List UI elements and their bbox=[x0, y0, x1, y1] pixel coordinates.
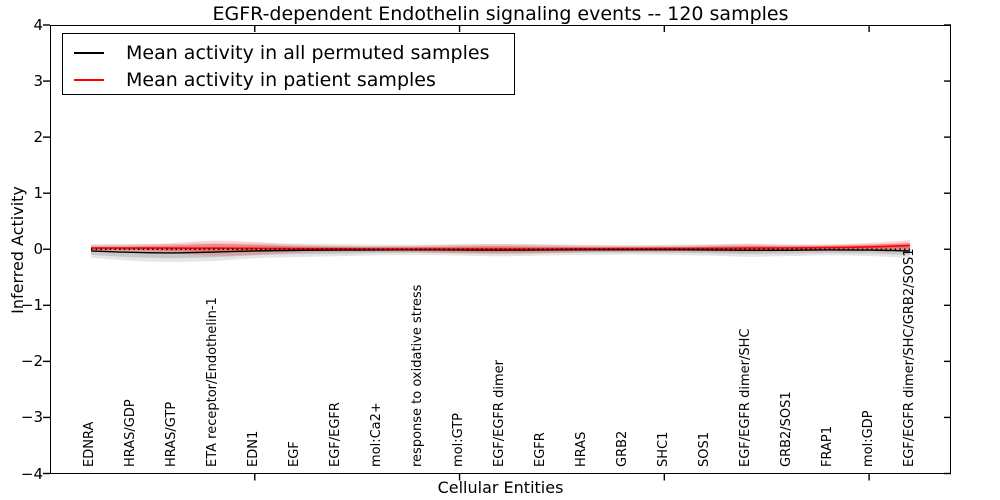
x-category-label: EDNRA bbox=[82, 421, 98, 467]
x-category-label: mol:GDP bbox=[860, 410, 876, 467]
y-tick-label: −2 bbox=[20, 352, 43, 371]
x-category-label: EGF/EGFR bbox=[328, 402, 344, 467]
x-category-label: FRAP1 bbox=[819, 426, 835, 467]
x-category-label: HRAS bbox=[573, 431, 589, 467]
chart-title: EGFR-dependent Endothelin signaling even… bbox=[212, 3, 789, 25]
y-tick-label: 2 bbox=[33, 128, 43, 147]
x-category-label: SOS1 bbox=[696, 431, 712, 467]
legend-label-patient: Mean activity in patient samples bbox=[126, 69, 436, 91]
x-category-label: EGFR bbox=[532, 432, 548, 467]
x-category-label: EGF bbox=[287, 441, 303, 467]
x-category-label: SHC1 bbox=[655, 431, 671, 467]
y-tick-label: −1 bbox=[20, 296, 43, 315]
x-category-label: GRB2 bbox=[614, 430, 630, 467]
legend-item-permuted: Mean activity in all permuted samples bbox=[63, 40, 514, 67]
permuted-line-swatch bbox=[74, 52, 104, 54]
x-category-label: EGF/EGFR dimer bbox=[492, 360, 507, 467]
x-category-label: EGF/EGFR dimer/SHC bbox=[737, 328, 753, 467]
legend: Mean activity in all permuted samples Me… bbox=[62, 33, 515, 95]
x-category-label: mol:Ca2+ bbox=[369, 402, 385, 467]
legend-item-patient: Mean activity in patient samples bbox=[63, 67, 514, 94]
x-category-label: EGF/EGFR dimer/SHC/GRB2/SOS1 bbox=[901, 248, 917, 468]
y-tick-label: −4 bbox=[20, 464, 43, 483]
y-tick-label: −3 bbox=[20, 408, 43, 427]
x-category-label: response to oxidative stress bbox=[410, 284, 426, 467]
patient-band-outer bbox=[91, 240, 910, 256]
x-category-label: HRAS/GTP bbox=[164, 401, 180, 467]
y-tick-label: 4 bbox=[33, 16, 43, 34]
x-category-label: ETA receptor/Endothelin-1 bbox=[205, 297, 221, 467]
x-category-label: mol:GTP bbox=[451, 413, 467, 467]
x-category-label: HRAS/GDP bbox=[123, 399, 139, 467]
x-category-label: GRB2/SOS1 bbox=[778, 391, 794, 467]
x-axis-label: Cellular Entities bbox=[437, 478, 564, 497]
patient-line-swatch bbox=[74, 79, 104, 81]
permuted-mean-line bbox=[90, 249, 911, 254]
y-tick-label: 1 bbox=[33, 184, 43, 203]
x-category-label: EDN1 bbox=[246, 430, 262, 467]
legend-label-permuted: Mean activity in all permuted samples bbox=[126, 42, 490, 64]
y-tick-label: 3 bbox=[33, 72, 43, 91]
y-tick-label: 0 bbox=[33, 240, 43, 259]
